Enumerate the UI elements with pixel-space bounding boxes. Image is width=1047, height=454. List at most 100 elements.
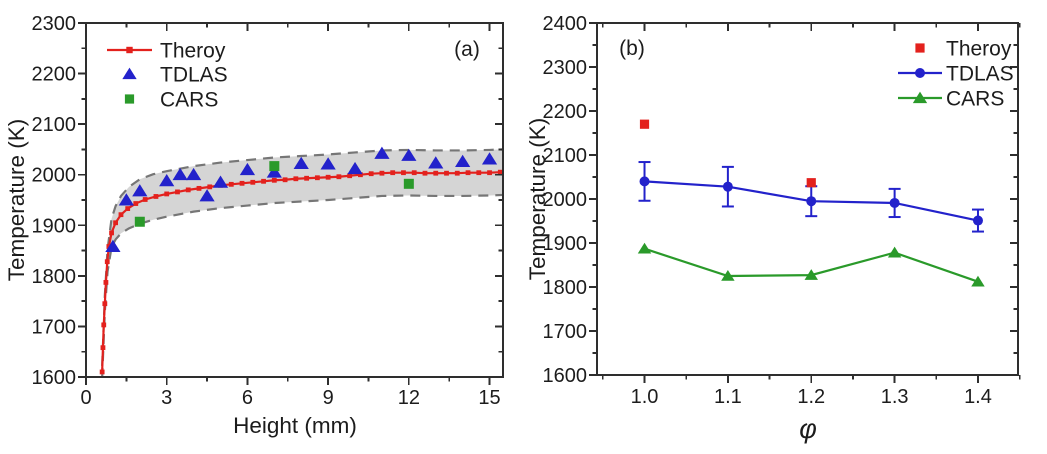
panel-b-chart: 1.0 1.1 1.2 1.3 1.4 1600 1700 1800 1900 2000 2100 2…	[525, 13, 1021, 444]
tdlas-marker	[132, 184, 148, 197]
theroy-marker	[476, 170, 482, 176]
tdlas-marker	[159, 173, 175, 187]
theroy-marker	[101, 322, 107, 328]
tdlas-marker	[428, 156, 444, 169]
series-cars	[134, 161, 414, 227]
legend-triangle-icon	[122, 67, 137, 80]
axis-ticks	[589, 22, 1021, 383]
theroy-marker	[454, 170, 460, 176]
tdlas-marker	[401, 148, 417, 161]
panel-a-chart: 0 3 6 9 12 15 1600 1700 1800 1900 2000 2100 2200 2300…	[4, 13, 504, 438]
y-tick-label: 2400	[543, 13, 588, 35]
tdlas-marker	[199, 189, 215, 202]
y-tick-label: 2100	[543, 145, 588, 167]
legend-label: CARS	[160, 89, 218, 112]
x-tick-label: 3	[161, 387, 172, 409]
x-tick-label: 15	[478, 387, 500, 409]
y-tick-label: 2000	[543, 189, 588, 211]
y-axis-title: Temperature (K)	[4, 119, 29, 282]
y-tick-label: 1700	[32, 316, 77, 338]
x-tick-label: 1.4	[964, 386, 992, 408]
legend-label: Theroy	[160, 40, 226, 63]
x-tick-labels: 0 3 6 9 12 15	[80, 387, 500, 409]
theroy-marker	[153, 194, 159, 199]
y-tick-label: 1600	[32, 367, 77, 389]
y-tick-label: 1700	[543, 321, 588, 343]
tdlas-marker	[481, 152, 498, 165]
series-cars	[637, 242, 985, 287]
y-tick-label: 2100	[32, 114, 77, 136]
y-tick-label: 1600	[543, 365, 588, 387]
legend-label: Theroy	[946, 38, 1012, 61]
theroy-marker	[368, 171, 374, 177]
theroy-marker	[444, 170, 449, 176]
theroy-marker	[293, 176, 299, 182]
theroy-marker	[282, 177, 288, 183]
theroy-marker	[142, 197, 148, 202]
legend-label: TDLAS	[946, 63, 1014, 86]
theroy-marker	[411, 170, 417, 176]
x-tick-label: 1.1	[714, 386, 742, 408]
panel-label-text: (a)	[454, 38, 480, 61]
x-tick-label: 1.0	[631, 386, 659, 408]
theroy-marker	[271, 177, 277, 183]
theroy-marker	[113, 220, 118, 226]
cars-marker	[269, 161, 280, 172]
y-tick-label: 1900	[543, 233, 588, 255]
y-tick-label: 2300	[32, 13, 77, 35]
x-tick-label: 9	[323, 387, 334, 409]
y-axis-title: Temperature (K)	[525, 118, 550, 281]
theroy-marker	[401, 170, 406, 176]
cars-marker	[721, 270, 735, 281]
cars-marker	[637, 242, 652, 254]
theroy-marker	[250, 179, 256, 185]
theroy-marker	[100, 345, 106, 351]
cars-marker	[887, 246, 902, 258]
theroy-marker	[639, 119, 650, 129]
legend-square-icon	[124, 94, 135, 104]
y-tick-label: 1800	[32, 266, 77, 288]
theroy-marker	[104, 259, 110, 265]
tdlas-marker	[172, 167, 188, 181]
theroy-marker	[379, 170, 385, 176]
legend-label: TDLAS	[160, 64, 228, 87]
tdlas-marker	[722, 181, 733, 192]
tdlas-marker	[266, 165, 282, 178]
cars-marker	[971, 275, 985, 287]
tdlas-marker	[972, 215, 983, 226]
y-tick-label: 2200	[32, 64, 77, 86]
y-tick-labels: 1600 1700 1800 1900 2000 2100 2200 2300	[32, 13, 77, 389]
cars-marker	[134, 216, 145, 227]
x-tick-label: 0	[80, 387, 91, 409]
theroy-marker	[103, 280, 109, 285]
theroy-marker	[806, 178, 816, 188]
y-axis-title-text: Temperature (K)	[4, 119, 29, 282]
legend-entry-tdlas: TDLAS	[898, 63, 1014, 86]
y-tick-label: 1900	[32, 215, 77, 237]
x-axis-title: Height (mm)	[233, 413, 357, 438]
x-axis-title: φ	[799, 414, 817, 444]
tdlas-marker	[455, 154, 471, 168]
theroy-marker	[125, 206, 131, 211]
theroy-marker	[133, 201, 139, 206]
series-theroy	[639, 119, 816, 188]
theroy-marker	[336, 174, 342, 180]
theroy-marker	[261, 178, 266, 184]
theroy-marker	[207, 184, 213, 190]
x-tick-labels: 1.0 1.1 1.2 1.3 1.4	[631, 386, 992, 408]
x-axis-title-text: φ	[799, 414, 817, 444]
legend-entry-theroy: Theroy	[915, 38, 1012, 61]
series-tdlas	[105, 146, 498, 252]
theroy-marker	[118, 212, 124, 218]
cars-marker	[804, 269, 818, 280]
tdlas-marker	[320, 157, 336, 170]
tdlas-marker	[185, 167, 202, 181]
theroy-marker	[314, 175, 320, 181]
tdlas-marker	[212, 175, 229, 188]
x-tick-label: 12	[398, 387, 420, 409]
theroy-marker	[164, 191, 170, 197]
tdlas-marker	[374, 146, 390, 159]
theroy-marker	[422, 170, 428, 176]
